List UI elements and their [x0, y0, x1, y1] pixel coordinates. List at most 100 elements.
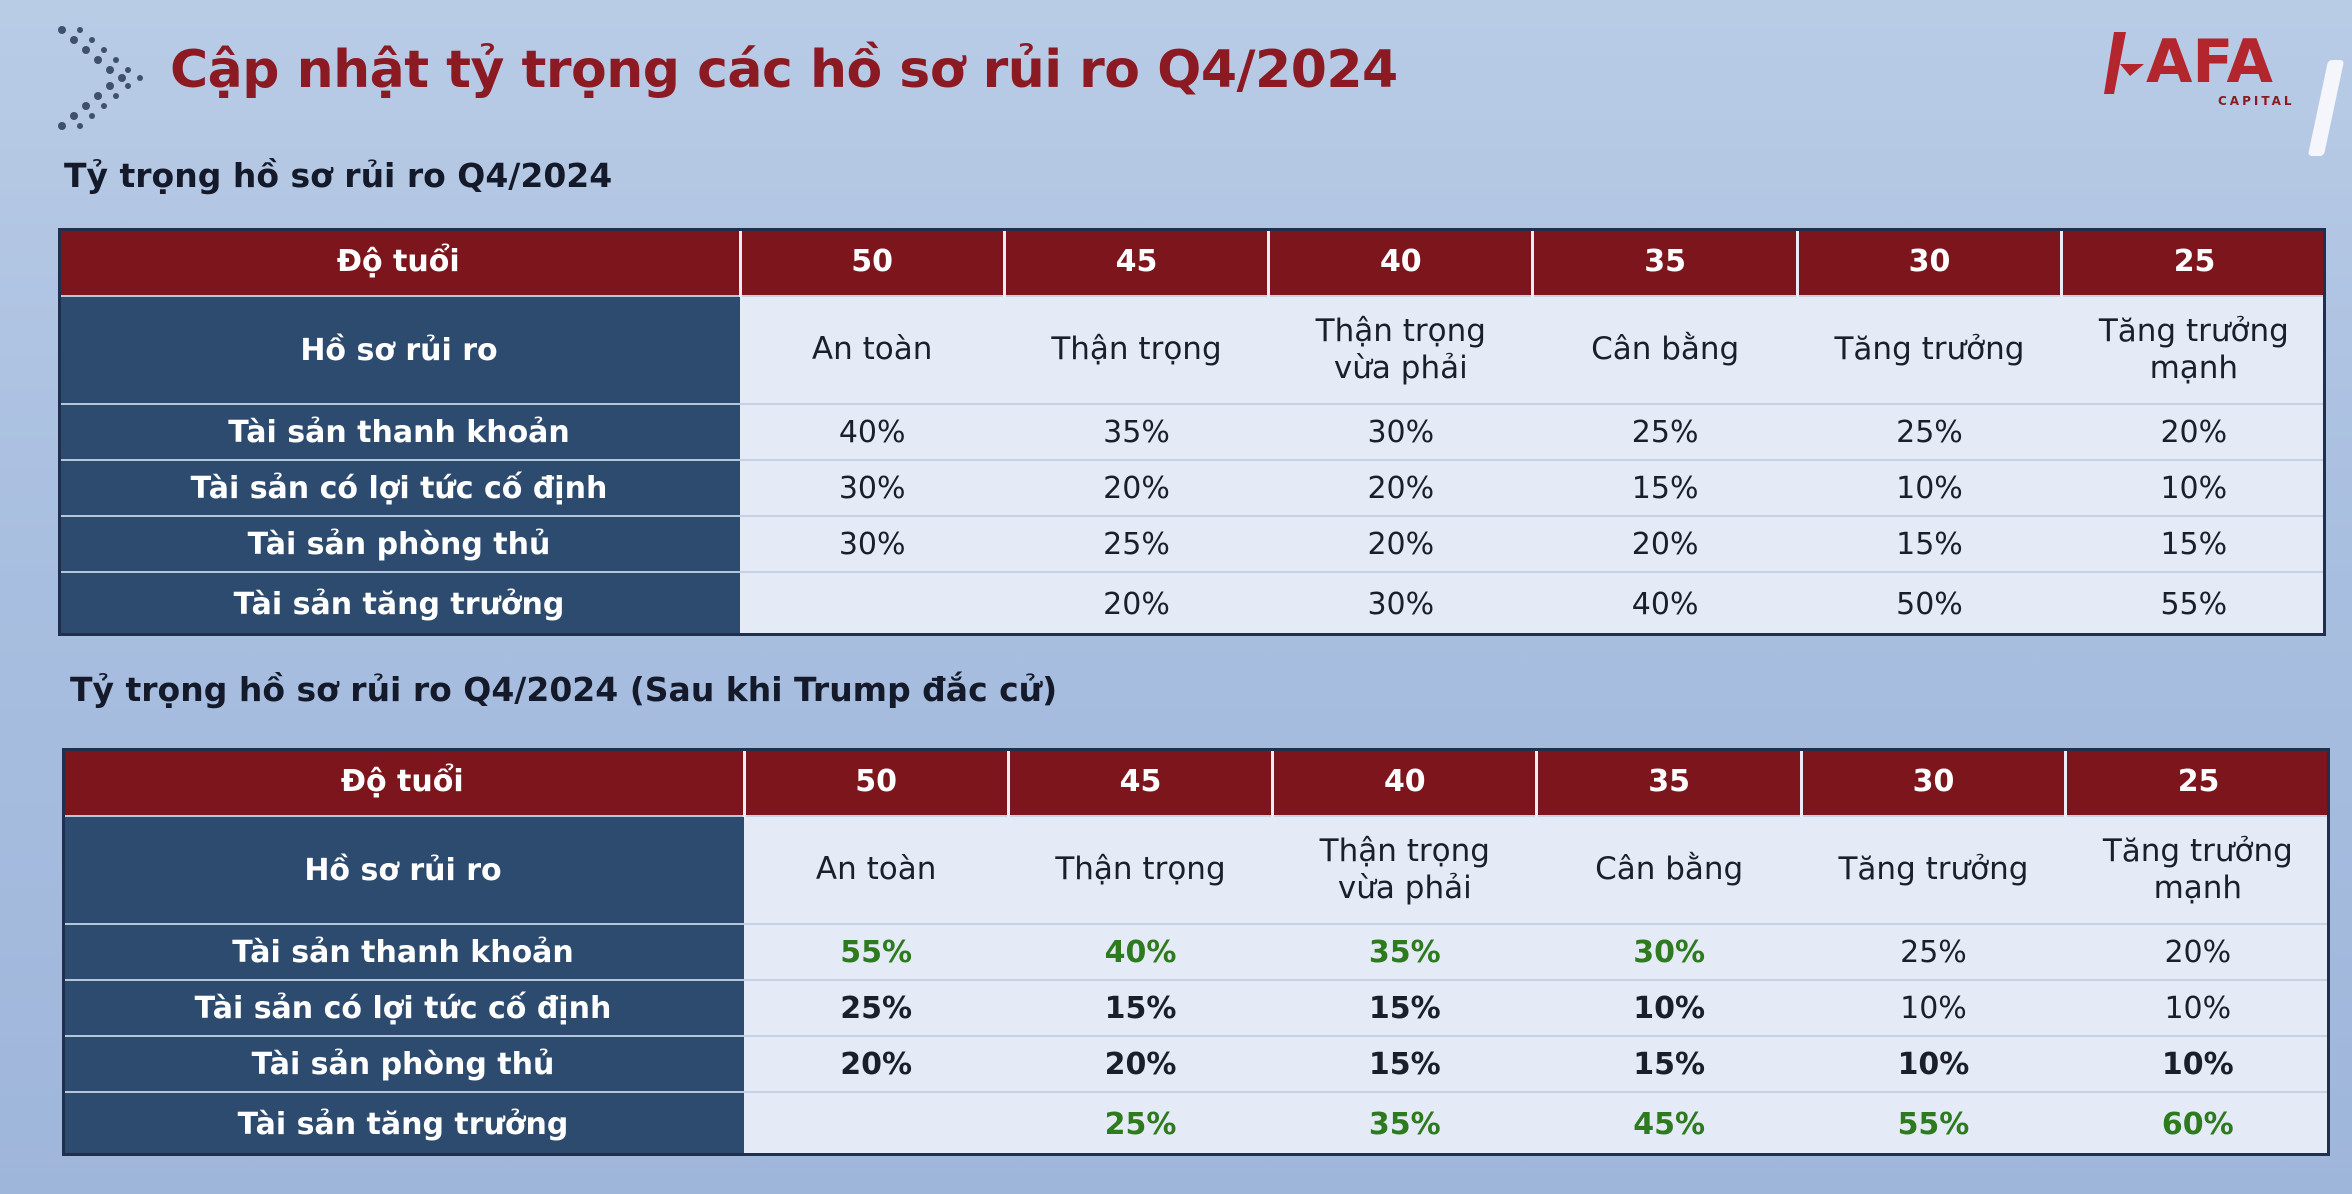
age-30: 30 — [1799, 748, 2066, 816]
age-label: Độ tuổi — [62, 748, 744, 816]
allocation-value: 25% — [744, 979, 1009, 1036]
asset-class-label: Tài sản thanh khoản — [62, 923, 744, 980]
asset-row: Tài sản thanh khoản 55% 40% 35% 30% 25% 20% — [62, 923, 2330, 980]
asset-row: Tài sản thanh khoản 40% 35% 30% 25% 25% 20% — [58, 403, 2326, 460]
allocation-value: 15% — [1797, 515, 2062, 572]
risk-profile-cell: An toàn — [744, 815, 1009, 924]
asset-row: Tài sản có lợi tức cố định 30% 20% 20% 15% 10… — [58, 459, 2326, 516]
age-30: 30 — [1795, 228, 2062, 296]
allocation-value: 40% — [1008, 923, 1273, 980]
age-label: Độ tuổi — [58, 228, 740, 296]
allocation-value: 15% — [1008, 979, 1273, 1036]
risk-profile-text: mạnh — [2149, 350, 2239, 386]
allocation-value: 10% — [2065, 979, 2330, 1036]
risk-profile-row: Hồ sơ rủi ro An toàn Thận trọng Thận trọng v… — [58, 295, 2326, 404]
age-50: 50 — [738, 228, 1005, 296]
allocation-value: 20% — [1004, 571, 1269, 636]
risk-profile-cell: Cân bằng — [1536, 815, 1802, 924]
allocation-value: 20% — [1532, 515, 1798, 572]
allocation-value: 40% — [1532, 571, 1798, 636]
risk-profile-cell: Tăng trưởng mạnh — [2065, 815, 2330, 924]
risk-profile-label: Hồ sơ rủi ro — [58, 295, 740, 404]
allocation-value: 20% — [2065, 923, 2330, 980]
allocation-value: 10% — [1536, 979, 1802, 1036]
asset-row: Tài sản có lợi tức cố định 25% 15% 15% 10% 10… — [62, 979, 2330, 1036]
allocation-value: 10% — [1801, 1035, 2066, 1092]
age-25: 25 — [2060, 228, 2326, 296]
asset-class-label: Tài sản tăng trưởng — [58, 571, 740, 636]
table2-title: Tỷ trọng hồ sơ rủi ro Q4/2024 (Sau khi T… — [70, 670, 1058, 709]
risk-profile-text: vừa phải — [1337, 870, 1472, 906]
allocation-value: 30% — [1268, 571, 1533, 636]
allocation-value: 25% — [1008, 1091, 1273, 1156]
risk-profile-cell: Thận trọng vừa phải — [1272, 815, 1537, 924]
age-35: 35 — [1535, 748, 1802, 816]
allocation-value: 60% — [2065, 1091, 2330, 1156]
allocation-value: 35% — [1272, 923, 1537, 980]
allocation-value: 30% — [740, 459, 1005, 516]
allocation-value — [740, 571, 1005, 636]
allocation-value: 20% — [1268, 459, 1533, 516]
allocation-value: 25% — [1532, 403, 1798, 460]
risk-profile-text: Cân bằng — [1595, 851, 1744, 888]
risk-profile-text: An toàn — [815, 851, 937, 888]
asset-class-label: Tài sản phòng thủ — [58, 515, 740, 572]
age-40: 40 — [1267, 228, 1533, 296]
allocation-value: 10% — [2065, 1035, 2330, 1092]
age-45: 45 — [1002, 228, 1269, 296]
allocation-value: 25% — [1004, 515, 1269, 572]
risk-profile-cell: Thận trọng vừa phải — [1268, 295, 1533, 404]
allocation-value: 20% — [1008, 1035, 1273, 1092]
allocation-value: 20% — [2061, 403, 2326, 460]
allocation-value: 30% — [1268, 403, 1533, 460]
risk-profile-text: Thận trọng — [1055, 851, 1226, 888]
logo-mark-icon — [2104, 32, 2144, 94]
allocation-value: 40% — [740, 403, 1005, 460]
logo-text: AFA — [2146, 27, 2273, 97]
allocation-value: 55% — [744, 923, 1009, 980]
allocation-table-after-election: Độ tuổi 50 45 40 35 30 25 Hồ sơ rủi ro An toàn Th… — [62, 748, 2330, 1156]
allocation-value: 20% — [744, 1035, 1009, 1092]
allocation-value: 25% — [1797, 403, 2062, 460]
allocation-value: 35% — [1004, 403, 1269, 460]
allocation-value: 35% — [1272, 1091, 1537, 1156]
age-50: 50 — [742, 748, 1009, 816]
risk-profile-text: Thận trọng — [1319, 832, 1490, 869]
allocation-value: 20% — [1004, 459, 1269, 516]
risk-profile-text: Thận trọng — [1051, 331, 1222, 368]
asset-class-label: Tài sản có lợi tức cố định — [58, 459, 740, 516]
allocation-value: 55% — [2061, 571, 2326, 636]
chevron-right-icon — [58, 26, 143, 130]
allocation-value: 45% — [1536, 1091, 1802, 1156]
allocation-value: 50% — [1797, 571, 2062, 636]
allocation-value: 10% — [1801, 979, 2066, 1036]
allocation-value: 30% — [740, 515, 1005, 572]
asset-row: Tài sản phòng thủ 20% 20% 15% 15% 10% 10% — [62, 1035, 2330, 1092]
age-row: Độ tuổi 50 45 40 35 30 25 — [58, 228, 2326, 296]
asset-class-label: Tài sản phòng thủ — [62, 1035, 744, 1092]
risk-profile-text: Tăng trưởng — [1834, 331, 2025, 368]
risk-profile-text: Tăng trưởng — [1838, 851, 2029, 888]
asset-class-label: Tài sản có lợi tức cố định — [62, 979, 744, 1036]
age-45: 45 — [1006, 748, 1273, 816]
risk-profile-text: Tăng trưởng — [2098, 312, 2289, 349]
allocation-value: 10% — [2061, 459, 2326, 516]
risk-profile-cell: Thận trọng — [1004, 295, 1269, 404]
risk-profile-text: Tăng trưởng — [2102, 832, 2293, 869]
age-35: 35 — [1531, 228, 1798, 296]
risk-profile-row: Hồ sơ rủi ro An toàn Thận trọng Thận trọng v… — [62, 815, 2330, 924]
asset-row: Tài sản tăng trưởng 25% 35% 45% 55% 60% — [62, 1091, 2330, 1156]
allocation-value: 15% — [1272, 1035, 1537, 1092]
allocation-value: 55% — [1801, 1091, 2066, 1156]
risk-profile-label: Hồ sơ rủi ro — [62, 815, 744, 924]
allocation-value: 25% — [1801, 923, 2066, 980]
allocation-value: 15% — [1536, 1035, 1802, 1092]
risk-profile-cell: Tăng trưởng mạnh — [2061, 295, 2326, 404]
allocation-value — [744, 1091, 1009, 1156]
afa-capital-logo: AFA CAPITAL — [2100, 22, 2300, 108]
age-25: 25 — [2064, 748, 2330, 816]
asset-class-label: Tài sản tăng trưởng — [62, 1091, 744, 1156]
asset-row: Tài sản phòng thủ 30% 25% 20% 20% 15% 15% — [58, 515, 2326, 572]
page-title: Cập nhật tỷ trọng các hồ sơ rủi ro Q4/20… — [170, 40, 1398, 100]
allocation-value: 20% — [1268, 515, 1533, 572]
